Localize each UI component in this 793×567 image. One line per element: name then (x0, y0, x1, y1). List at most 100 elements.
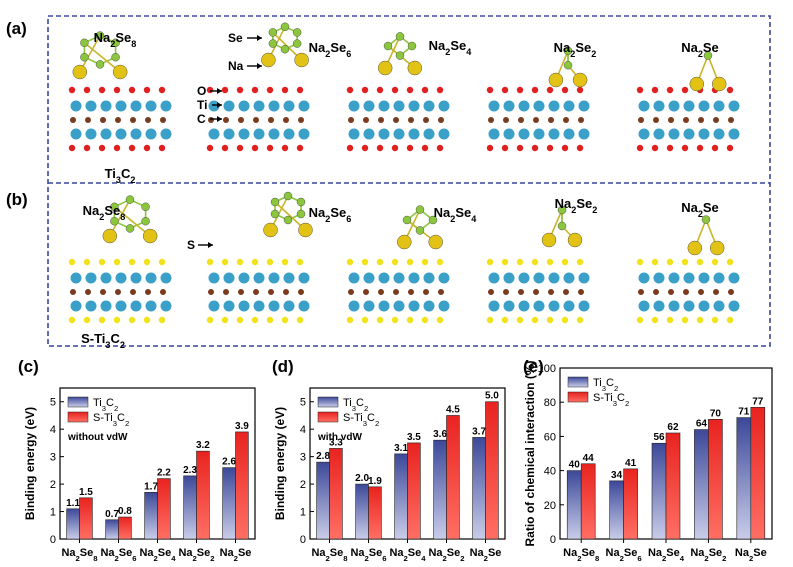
na-atom (541, 232, 557, 248)
ti-atom (160, 100, 172, 112)
surface-atom (206, 258, 214, 266)
arrow-o-head (217, 88, 222, 94)
arrow-c-head (217, 116, 222, 122)
legend-swatch (567, 391, 589, 403)
surface-atom (546, 144, 554, 152)
panel-letter-c: (c) (18, 357, 39, 376)
surface-atom (128, 316, 136, 324)
c-atom (438, 289, 444, 295)
surface-atom (68, 258, 76, 266)
panel-letter-e: (e) (523, 357, 544, 376)
ti-atom (488, 128, 500, 140)
bar-value-label: 1.7 (144, 481, 158, 492)
surface-atom (83, 316, 91, 324)
na-atom (428, 234, 443, 250)
bar-value-label: 3.7 (472, 426, 486, 437)
bar-ti3c2 (355, 483, 369, 540)
ti-atom (683, 300, 695, 312)
ti-atom (408, 272, 420, 284)
ti-atom (578, 128, 590, 140)
ti-atom (85, 300, 97, 312)
surface-atom (236, 144, 244, 152)
se-atom (296, 209, 306, 219)
ti-atom (653, 272, 665, 284)
x-tick-label: Na2Se6 (606, 547, 642, 563)
surface-atom (128, 258, 136, 266)
bar-ti3c2 (222, 467, 236, 540)
surface-atom (406, 86, 414, 94)
se-atom (701, 215, 711, 224)
ti-atom (518, 300, 530, 312)
surface-atom (251, 316, 259, 324)
ti-atom (348, 128, 360, 140)
ti-atom (548, 272, 560, 284)
surface-atom (651, 316, 659, 324)
substrate-slab (636, 258, 740, 324)
c-atom (698, 117, 704, 123)
y-tick-label: 80 (544, 397, 556, 409)
surface-atom (421, 86, 429, 94)
chart-d: 0 1 2 3 4 5 Binding energy (eV) Na2Se8 2.8 3.3 Na2… (273, 387, 506, 563)
legend-swatch (67, 411, 89, 423)
ti-atom (393, 128, 405, 140)
ti-atom (713, 100, 725, 112)
surface-atom (726, 86, 734, 94)
surface-atom (376, 258, 384, 266)
ti-atom (145, 100, 157, 112)
se-atom (407, 41, 417, 51)
atom-label-se: Se (228, 31, 243, 45)
legend-label: S-Ti3C2 (93, 412, 129, 428)
y-tick-label: 60 (544, 431, 556, 443)
se-atom (557, 221, 567, 231)
surface-atom (421, 258, 429, 266)
ti-atom (253, 300, 265, 312)
ti-atom (160, 300, 172, 312)
se-atom (557, 205, 567, 215)
ti-atom (100, 300, 112, 312)
ti-atom (518, 128, 530, 140)
surface-atom (486, 86, 494, 94)
se-atom (80, 53, 89, 62)
ti-atom (85, 100, 97, 112)
bar-s-ti3c2 (665, 432, 681, 540)
ti-atom (668, 300, 680, 312)
surface-atom (346, 86, 354, 94)
ti-atom (363, 272, 375, 284)
surface-atom (83, 144, 91, 152)
ti-atom (223, 128, 235, 140)
panel-letter-a: (a) (6, 19, 27, 38)
surface-atom (236, 258, 244, 266)
surface-atom (376, 86, 384, 94)
ti-atom (85, 128, 97, 140)
surface-atom (666, 144, 674, 152)
ti-atom (533, 300, 545, 312)
ti-atom (363, 100, 375, 112)
c-atom (423, 289, 429, 295)
ti-atom (698, 272, 710, 284)
legend-swatch (317, 396, 339, 408)
surface-atom (98, 258, 106, 266)
surface-atom (98, 86, 106, 94)
ti-atom (578, 100, 590, 112)
bar-s-ti3c2 (485, 401, 499, 540)
bar-s-ti3c2 (750, 407, 766, 540)
struct-label-b-3: Na2Se4 (434, 205, 478, 224)
bar-value-label: 3.3 (329, 437, 343, 448)
c-atom (393, 117, 399, 123)
bar-value-label: 77 (752, 396, 764, 407)
c-atom (488, 289, 494, 295)
surface-atom (531, 144, 539, 152)
ti-atom (70, 100, 82, 112)
ti-atom (268, 272, 280, 284)
struct-label-a-4: Na2Se2 (554, 40, 597, 59)
panel-letter-b: (b) (6, 190, 28, 209)
na-atom (298, 222, 313, 238)
surface-atom (206, 316, 214, 324)
y-tick-label: 2 (300, 479, 306, 491)
se-atom (95, 60, 105, 69)
surface-atom (296, 258, 304, 266)
c-atom (713, 289, 719, 295)
surface-atom (726, 144, 734, 152)
c-atom (578, 117, 584, 123)
bar-value-label: 3.9 (235, 421, 249, 432)
